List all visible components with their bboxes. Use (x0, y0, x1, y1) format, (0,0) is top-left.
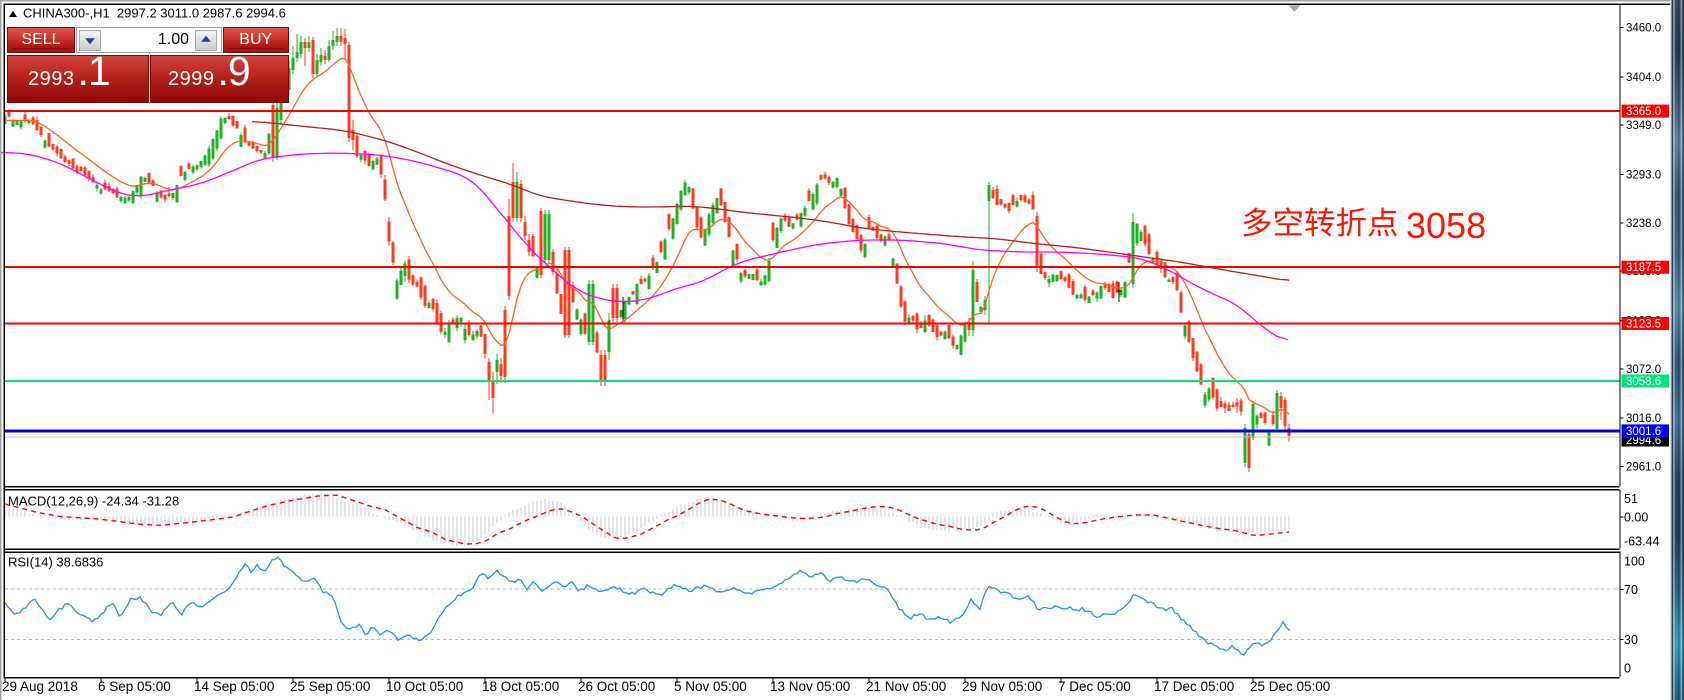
svg-text:3365.0: 3365.0 (1626, 106, 1661, 118)
svg-text:3072.0: 3072.0 (1626, 364, 1661, 376)
svg-text:18 Oct 05:00: 18 Oct 05:00 (482, 679, 559, 694)
svg-text:5 Nov 05:00: 5 Nov 05:00 (674, 679, 747, 694)
svg-text:70: 70 (1624, 583, 1638, 597)
svg-text:3001.6: 3001.6 (1626, 426, 1661, 438)
svg-text:21 Nov 05:00: 21 Nov 05:00 (866, 679, 946, 694)
svg-text:3293.0: 3293.0 (1626, 170, 1661, 182)
svg-text:CHINA300-,H1 2997.2 3011.0 29: CHINA300-,H1 2997.2 3011.0 2987.6 2994.6 (23, 6, 286, 21)
svg-text:10 Oct 05:00: 10 Oct 05:00 (386, 679, 463, 694)
svg-text:3238.0: 3238.0 (1626, 218, 1661, 230)
svg-text:0: 0 (1624, 662, 1631, 676)
svg-text:26 Oct 05:00: 26 Oct 05:00 (578, 679, 655, 694)
svg-text:6 Sep 05:00: 6 Sep 05:00 (98, 679, 171, 694)
svg-text:29 Aug 2018: 29 Aug 2018 (2, 679, 78, 694)
svg-text:2961.0: 2961.0 (1626, 461, 1661, 473)
svg-text:3016.0: 3016.0 (1626, 413, 1661, 425)
svg-text:2994.6: 2994.6 (1626, 435, 1661, 447)
svg-text:0.00: 0.00 (1624, 511, 1648, 525)
svg-text:7 Dec 05:00: 7 Dec 05:00 (1058, 679, 1131, 694)
svg-text:MACD(12,26,9) -24.34 -31.28: MACD(12,26,9) -24.34 -31.28 (8, 494, 179, 509)
svg-text:3404.0: 3404.0 (1626, 72, 1661, 84)
svg-text:-63.44: -63.44 (1624, 535, 1659, 549)
svg-text:29 Nov 05:00: 29 Nov 05:00 (962, 679, 1042, 694)
svg-text:25 Dec 05:00: 25 Dec 05:00 (1250, 679, 1330, 694)
svg-text:3349.0: 3349.0 (1626, 120, 1661, 132)
svg-text:14 Sep 05:00: 14 Sep 05:00 (194, 679, 274, 694)
svg-text:3123.5: 3123.5 (1626, 319, 1661, 331)
svg-text:25 Sep 05:00: 25 Sep 05:00 (290, 679, 370, 694)
svg-text:3058: 3058 (1406, 205, 1486, 246)
svg-text:3058.6: 3058.6 (1626, 376, 1661, 388)
svg-text:3460.0: 3460.0 (1626, 23, 1661, 35)
svg-text:13 Nov 05:00: 13 Nov 05:00 (770, 679, 850, 694)
svg-text:30: 30 (1624, 633, 1638, 647)
svg-text:51: 51 (1624, 492, 1638, 506)
svg-text:3187.5: 3187.5 (1626, 262, 1661, 274)
svg-text:17 Dec 05:00: 17 Dec 05:00 (1154, 679, 1234, 694)
svg-text:100: 100 (1624, 555, 1645, 569)
svg-text:RSI(14) 38.6836: RSI(14) 38.6836 (8, 555, 103, 570)
